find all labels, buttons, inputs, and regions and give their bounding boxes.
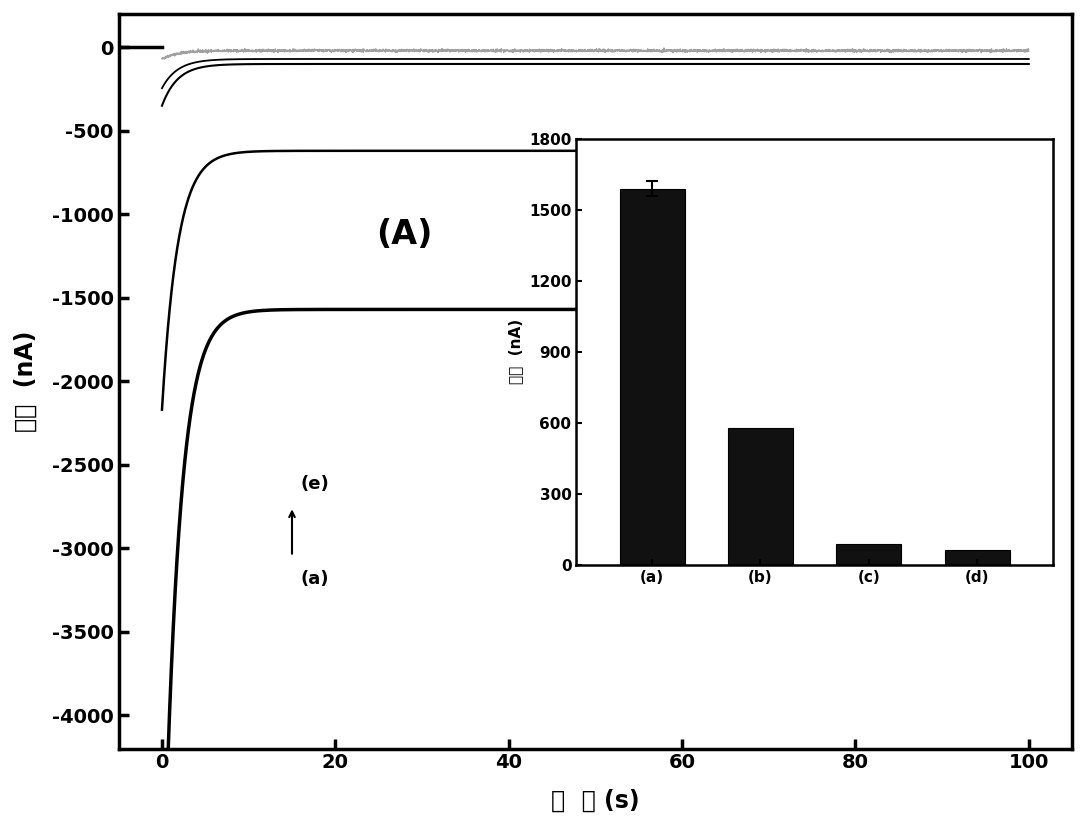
X-axis label: 时  间 (s): 时 间 (s) xyxy=(551,789,640,813)
Y-axis label: 电流  (nA): 电流 (nA) xyxy=(14,331,38,432)
Text: (e): (e) xyxy=(301,475,329,493)
Text: (a): (a) xyxy=(301,570,329,588)
Text: (A): (A) xyxy=(377,218,433,251)
